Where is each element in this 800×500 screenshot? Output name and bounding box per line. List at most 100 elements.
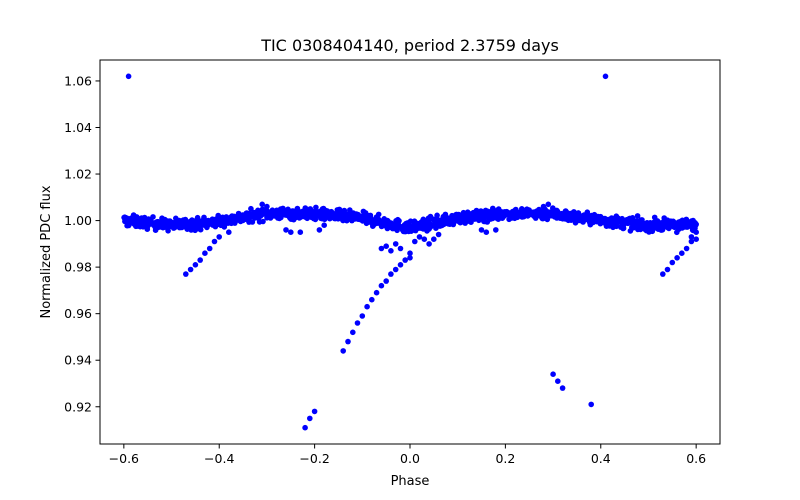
data-point	[693, 229, 699, 235]
data-point	[378, 282, 385, 289]
data-point	[359, 313, 366, 319]
data-point	[483, 229, 490, 235]
data-point	[211, 238, 218, 245]
y-tick-label: 0.98	[64, 260, 92, 275]
baseline-point	[584, 209, 591, 215]
data-point	[307, 415, 313, 422]
data-point	[493, 227, 499, 233]
data-point	[407, 250, 413, 256]
baseline-point	[150, 214, 156, 220]
data-point	[226, 229, 232, 235]
baseline-point	[304, 215, 311, 222]
data-point	[540, 203, 547, 210]
data-point	[431, 236, 437, 242]
data-point	[340, 348, 347, 354]
data-point	[664, 266, 671, 273]
baseline-point	[248, 205, 254, 212]
data-point	[373, 289, 380, 296]
baseline-point	[260, 218, 266, 225]
y-tick-label: 1.04	[64, 120, 92, 135]
data-point	[383, 243, 390, 249]
data-point	[421, 236, 428, 242]
data-point	[297, 229, 304, 235]
data-point	[216, 234, 222, 240]
y-axis-ticks: 0.92 0.94 0.96 0.98 1.00 1.02 1.04 1.06	[64, 73, 100, 414]
data-point	[311, 408, 318, 415]
y-tick-label: 0.96	[64, 306, 92, 321]
data-point	[688, 238, 695, 245]
x-tick-label: −0.2	[299, 451, 329, 466]
baseline-point	[375, 211, 382, 218]
baseline-point	[396, 218, 402, 224]
data-point	[350, 329, 356, 336]
baseline-point	[312, 216, 319, 223]
y-axis-label: Normalized PDC flux	[39, 185, 54, 318]
data-point	[397, 262, 404, 268]
data-point	[288, 229, 294, 235]
data-point	[283, 227, 289, 233]
data-point	[264, 203, 270, 210]
data-point	[183, 271, 189, 277]
x-tick-label: −0.6	[109, 451, 139, 466]
data-point	[187, 266, 194, 273]
data-point	[416, 234, 423, 240]
data-point	[302, 424, 308, 431]
data-point	[397, 245, 404, 252]
x-tick-label: 0.6	[686, 451, 706, 466]
data-point	[378, 245, 385, 252]
data-point	[345, 338, 351, 345]
baseline-point	[693, 222, 699, 228]
baseline-point	[165, 228, 171, 234]
data-point	[388, 271, 394, 277]
data-point	[660, 271, 666, 277]
data-point	[683, 245, 690, 252]
data-point	[407, 254, 413, 261]
data-point	[669, 259, 676, 266]
y-tick-label: 0.94	[64, 353, 92, 368]
data-point	[259, 201, 266, 208]
data-point	[192, 262, 199, 268]
data-point	[369, 296, 375, 303]
chart-title: TIC 0308404140, period 2.3759 days	[260, 36, 559, 55]
baseline-point	[434, 212, 440, 219]
data-point	[197, 257, 203, 263]
x-tick-label: −0.4	[204, 451, 234, 466]
data-point	[383, 278, 390, 284]
y-tick-label: 1.00	[64, 213, 92, 228]
data-point	[559, 385, 566, 391]
data-point	[402, 257, 409, 263]
data-point	[555, 378, 561, 385]
x-tick-label: 0.4	[591, 451, 611, 466]
x-axis-ticks: −0.6 −0.4 −0.2 0.0 0.2 0.4 0.6	[109, 444, 706, 466]
data-point	[364, 303, 370, 310]
y-tick-label: 0.92	[64, 399, 92, 414]
y-tick-label: 1.02	[64, 167, 92, 182]
data-point	[321, 222, 328, 228]
y-tick-label: 1.06	[64, 73, 92, 88]
data-point	[545, 201, 552, 208]
data-point	[688, 234, 695, 240]
data-point	[588, 401, 594, 408]
data-point	[550, 371, 556, 378]
data-point	[426, 241, 432, 247]
baseline-point	[634, 213, 641, 219]
data-point	[412, 238, 418, 245]
data-point	[388, 248, 394, 254]
data-point	[354, 320, 361, 326]
data-point	[435, 231, 442, 238]
data-point	[392, 241, 399, 247]
data-point	[125, 73, 132, 80]
data-point	[316, 227, 323, 233]
baseline-point	[313, 204, 319, 211]
data-point	[679, 250, 685, 256]
x-tick-label: 0.0	[400, 451, 420, 466]
data-points	[121, 73, 699, 431]
data-point	[202, 250, 208, 256]
baseline-point	[341, 207, 348, 214]
data-point	[478, 227, 485, 233]
data-point	[602, 73, 609, 80]
data-point	[693, 236, 699, 242]
x-axis-label: Phase	[391, 474, 430, 489]
data-point	[674, 254, 680, 261]
